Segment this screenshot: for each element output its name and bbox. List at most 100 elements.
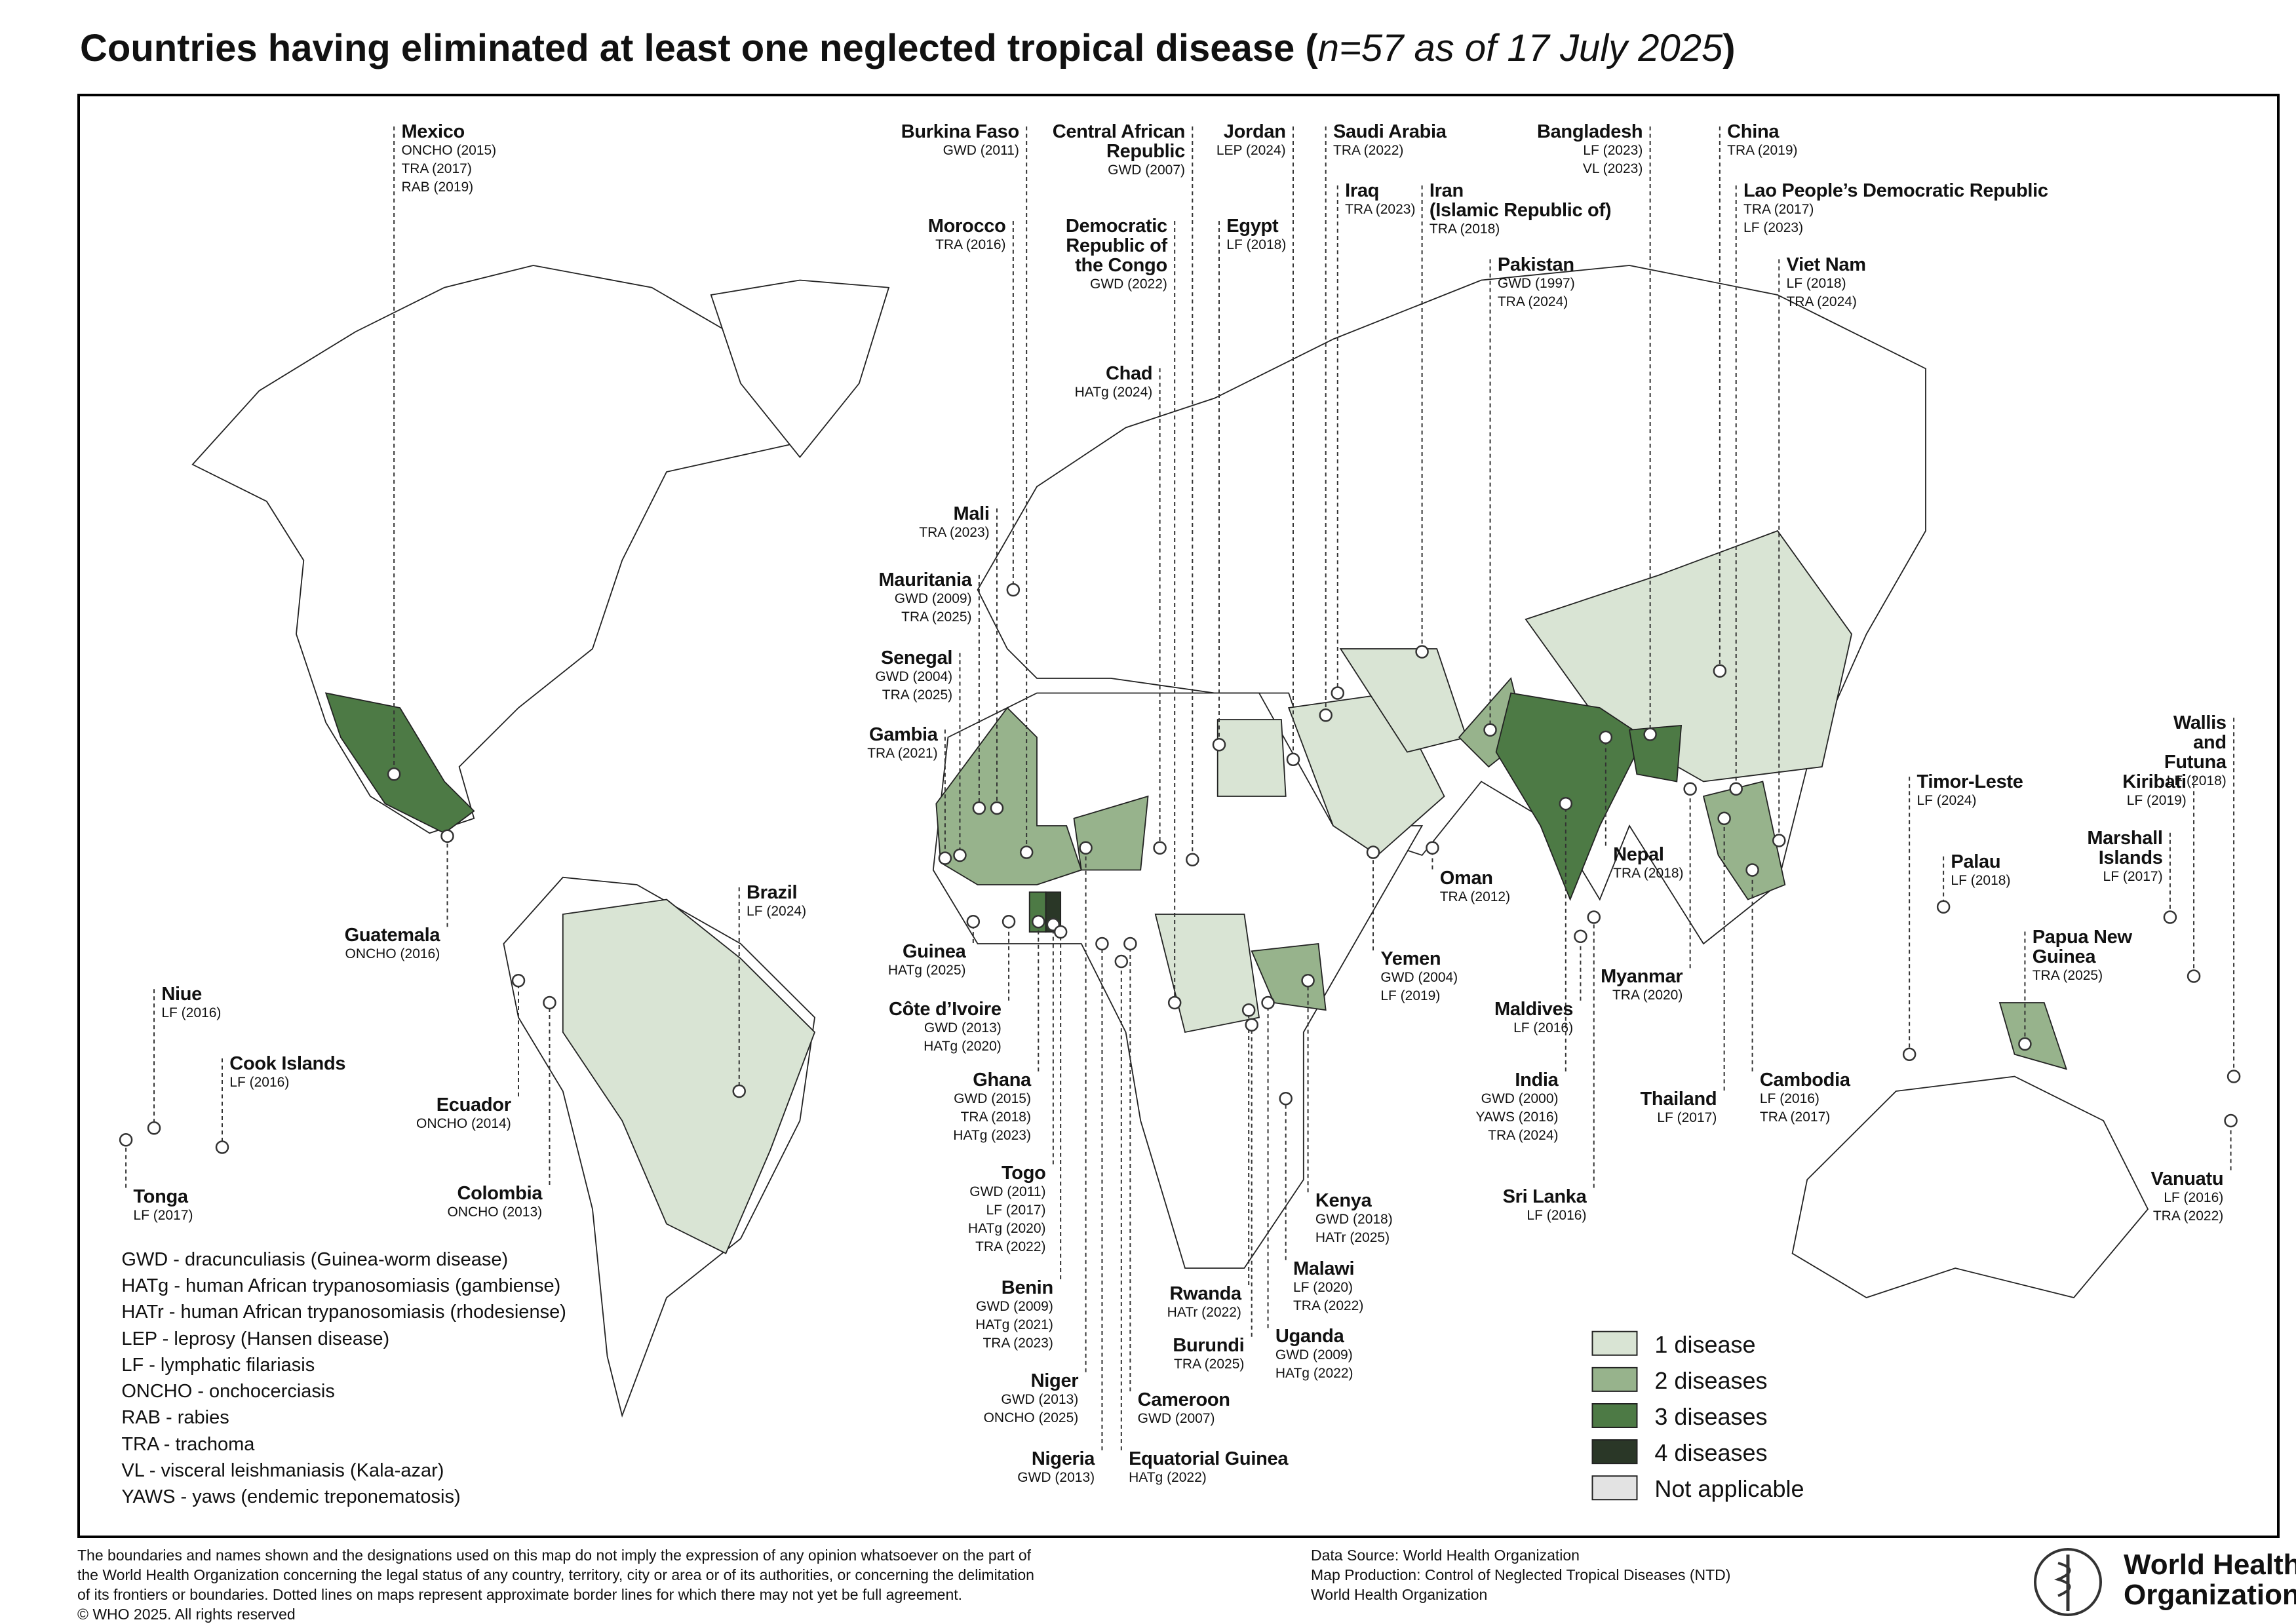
region-indochina xyxy=(1702,781,1786,900)
country-name: Togo xyxy=(1002,1162,1046,1184)
country-label: Wallis and Futuna LF (2018) xyxy=(2157,713,2227,790)
leader-dot xyxy=(1574,929,1587,943)
leader-dot xyxy=(1936,900,1951,914)
country-item: TRA (2017) xyxy=(1743,202,1814,217)
country-name: Yemen xyxy=(1380,948,1441,970)
country-item: TRA (2023) xyxy=(1345,202,1416,217)
country-item: TRA (2018) xyxy=(1429,222,1500,237)
legend-swatch xyxy=(1591,1403,1638,1428)
country-item: GWD (1997) xyxy=(1497,275,1575,291)
region-nepal xyxy=(1628,725,1683,783)
who-emblem xyxy=(2034,1548,2102,1616)
country-name: Morocco xyxy=(927,216,1006,237)
country-item: TRA (2025) xyxy=(901,609,972,625)
country-item: TRA (2025) xyxy=(1174,1356,1245,1372)
country-label: Egypt LF (2018) xyxy=(1226,216,1286,254)
country-name: Colombia xyxy=(457,1183,543,1204)
leader-dot xyxy=(1483,723,1497,737)
leader-dot xyxy=(1002,915,1016,929)
leader-dot xyxy=(732,1084,746,1098)
country-item: GWD (2013) xyxy=(1017,1470,1095,1485)
abbreviation: HATr - human African trypanosomiasis (rh… xyxy=(121,1302,566,1323)
leader-dot xyxy=(1286,752,1300,766)
data-source: Data Source: World Health Organization Ma… xyxy=(1311,1545,1730,1604)
country-item: LF (2017) xyxy=(1657,1110,1717,1125)
country-label: Benin GWD (2009) HATg (2021) TRA (2023) xyxy=(975,1278,1053,1353)
country-item: GWD (2007) xyxy=(1137,1411,1215,1426)
map-frame xyxy=(77,94,2280,1538)
leader-dot xyxy=(1319,708,1333,722)
country-label: Niger GWD (2013) ONCHO (2025) xyxy=(984,1371,1079,1427)
country-name: Cambodia xyxy=(1759,1069,1850,1091)
country-label: China TRA (2019) xyxy=(1727,122,1797,160)
country-item: LF (2023) xyxy=(1583,143,1643,158)
country-label: Gambia TRA (2021) xyxy=(867,725,938,763)
leader-dot xyxy=(1241,1003,1256,1017)
country-item: HATg (2020) xyxy=(967,1220,1046,1236)
country-name: Chad xyxy=(1105,363,1153,384)
emblem-snake xyxy=(2054,1562,2071,1597)
leader-dot xyxy=(1599,730,1613,744)
country-item: LEP (2024) xyxy=(1216,143,1286,158)
logo: World Health Organization xyxy=(2124,1550,2296,1610)
country-label: Iran (Islamic Republic of) TRA (2018) xyxy=(1429,181,1612,239)
country-label: Thailand LF (2017) xyxy=(1640,1089,1717,1127)
leader-dot xyxy=(1559,797,1573,811)
leader-dot xyxy=(1683,782,1697,796)
country-label: Myanmar TRA (2020) xyxy=(1601,967,1683,1005)
leader-dot xyxy=(1245,1018,1258,1032)
leader-dot xyxy=(990,801,1004,815)
leader-dot xyxy=(1053,925,1068,939)
country-name: Kenya xyxy=(1315,1190,1372,1212)
leader-dot xyxy=(1153,841,1167,855)
legend-label: Not applicable xyxy=(1654,1475,1804,1503)
country-item: LF (2018) xyxy=(1951,872,2011,888)
country-name: Viet Nam xyxy=(1786,254,1866,275)
country-item: GWD (2018) xyxy=(1315,1212,1393,1228)
country-item: LF (2018) xyxy=(1786,275,1846,291)
region-sahel xyxy=(935,706,1082,885)
leader-dot xyxy=(147,1121,161,1135)
country-item: TRA (2024) xyxy=(1497,294,1568,309)
country-item: GWD (2009) xyxy=(894,591,972,606)
country-label: Viet Nam LF (2018) TRA (2024) xyxy=(1787,255,1866,311)
country-item: LF (2016) xyxy=(1527,1207,1587,1223)
leader-dot xyxy=(1331,686,1345,700)
country-item: TRA (2024) xyxy=(1786,294,1857,309)
leader-dot xyxy=(1426,841,1439,855)
country-name: Equatorial Guinea xyxy=(1129,1448,1289,1469)
country-name: Palau xyxy=(1951,851,2001,872)
leader-dot xyxy=(511,974,526,988)
country-label: Kenya GWD (2018) HATr (2025) xyxy=(1315,1191,1393,1247)
country-item: TRA (2012) xyxy=(1439,889,1511,904)
country-label: Nepal TRA (2018) xyxy=(1613,845,1683,883)
country-item: YAWS (2016) xyxy=(1475,1109,1559,1125)
country-name: Wallis and Futuna xyxy=(2164,712,2227,773)
country-name: Marshall Islands xyxy=(2087,827,2163,868)
legend-swatch xyxy=(1591,1330,1638,1356)
country-item: TRA (2018) xyxy=(960,1109,1031,1125)
legend-label: 1 disease xyxy=(1654,1330,1756,1358)
country-label: Lao People’s Democratic Republic TRA (201… xyxy=(1743,181,2048,237)
leader-dot xyxy=(2187,969,2201,983)
country-label: Papua New Guinea TRA (2025) xyxy=(2033,927,2132,985)
legend-label: 3 diseases xyxy=(1654,1403,1768,1430)
country-name: Thailand xyxy=(1640,1089,1717,1110)
country-label: Senegal GWD (2004) TRA (2025) xyxy=(875,648,952,705)
country-item: LF (2018) xyxy=(2166,773,2227,789)
country-item: HATg (2020) xyxy=(924,1038,1002,1054)
country-item: LF (2016) xyxy=(1513,1020,1574,1035)
abbreviation: HATg - human African trypanosomiasis (ga… xyxy=(121,1275,561,1297)
title-main: Countries having eliminated at least one… xyxy=(80,27,1318,69)
country-label: Kiribati LF (2019) xyxy=(2122,772,2187,810)
country-item: LF (2020) xyxy=(1293,1279,1353,1295)
country-item: RAB (2019) xyxy=(401,180,474,195)
country-name: Timor-Leste xyxy=(1917,771,2023,793)
leader-dot xyxy=(1902,1047,1917,1061)
leader-dot xyxy=(1279,1092,1293,1106)
country-label: Maldives LF (2016) xyxy=(1494,999,1573,1037)
leader-dot xyxy=(1167,996,1182,1010)
country-name: Rwanda xyxy=(1169,1283,1241,1304)
country-item: ONCHO (2015) xyxy=(401,143,497,158)
abbreviation: TRA - trachoma xyxy=(121,1433,255,1455)
